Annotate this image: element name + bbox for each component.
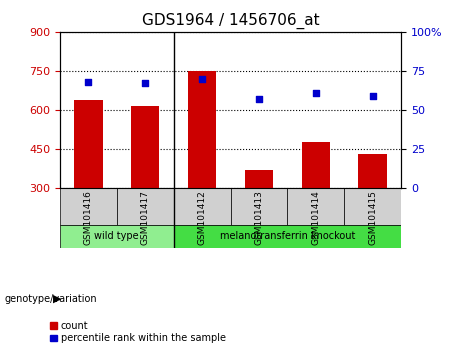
Text: GSM101414: GSM101414 [311, 190, 320, 245]
FancyBboxPatch shape [60, 225, 174, 248]
Text: GSM101417: GSM101417 [141, 190, 150, 245]
Point [198, 76, 206, 81]
Title: GDS1964 / 1456706_at: GDS1964 / 1456706_at [142, 13, 319, 29]
Point [312, 90, 319, 96]
FancyBboxPatch shape [287, 188, 344, 225]
Point [142, 81, 149, 86]
Point [255, 96, 263, 102]
Text: GSM101413: GSM101413 [254, 190, 263, 245]
Bar [188, 71, 216, 188]
FancyBboxPatch shape [60, 188, 117, 225]
Legend: count, percentile rank within the sample: count, percentile rank within the sample [47, 317, 230, 347]
FancyBboxPatch shape [174, 188, 230, 225]
Text: melanotransferrin knockout: melanotransferrin knockout [220, 232, 355, 241]
FancyBboxPatch shape [344, 188, 401, 225]
Text: GSM101416: GSM101416 [84, 190, 93, 245]
FancyBboxPatch shape [174, 225, 401, 248]
Point [369, 93, 376, 99]
Bar [245, 170, 273, 188]
Bar [358, 154, 387, 188]
Point [85, 79, 92, 85]
Bar [74, 99, 102, 188]
FancyBboxPatch shape [117, 188, 174, 225]
FancyBboxPatch shape [230, 188, 287, 225]
Text: ▶: ▶ [53, 294, 61, 304]
Text: GSM101415: GSM101415 [368, 190, 377, 245]
Text: genotype/variation: genotype/variation [5, 294, 97, 304]
Text: wild type: wild type [95, 232, 139, 241]
Bar [301, 142, 330, 188]
Text: GSM101412: GSM101412 [198, 190, 207, 245]
Bar [131, 106, 160, 188]
